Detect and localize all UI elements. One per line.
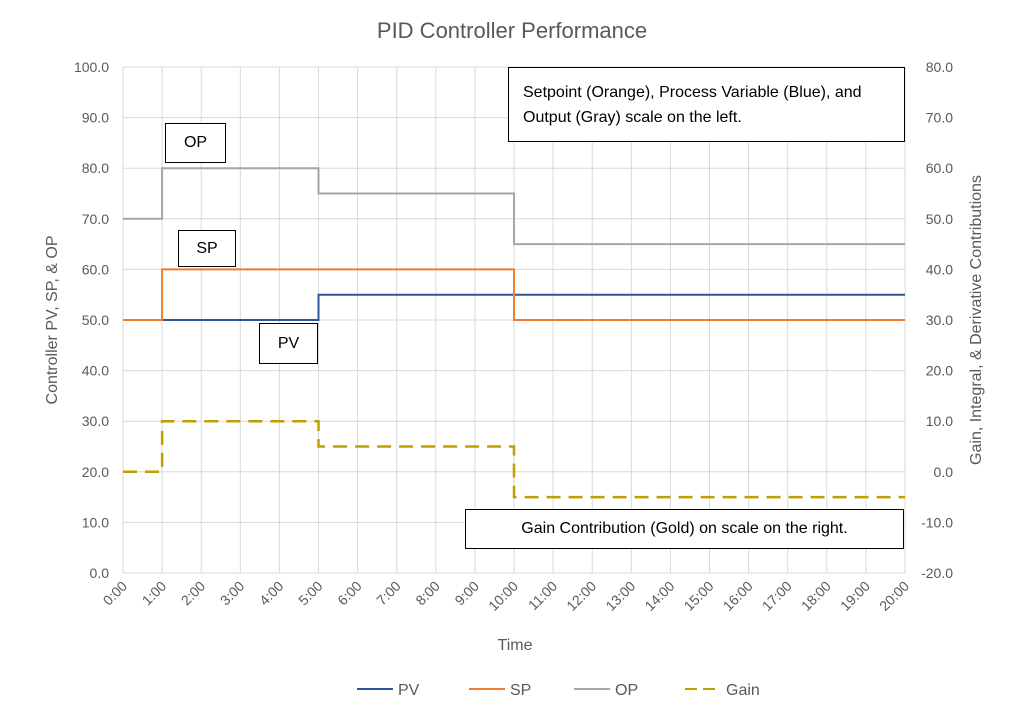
series-line-sp xyxy=(123,268,905,321)
x-tick-label: 6:00 xyxy=(334,578,365,609)
x-tick-label: 4:00 xyxy=(256,578,287,609)
x-tick-label: 10:00 xyxy=(485,578,521,614)
x-tick-label: 2:00 xyxy=(178,578,209,609)
annotation-pv: PV xyxy=(259,323,318,364)
y2-tick-label: 40.0 xyxy=(926,261,953,277)
x-tick-label: 3:00 xyxy=(217,578,248,609)
y2-axis-label: Gain, Integral, & Derivative Contributio… xyxy=(968,175,985,465)
y-tick-label: 0.0 xyxy=(90,565,110,581)
x-tick-label: 18:00 xyxy=(798,578,834,614)
x-tick-label: 7:00 xyxy=(373,578,404,609)
legend-label-gain: Gain xyxy=(726,682,760,699)
annotation-right-scale-note: Gain Contribution (Gold) on scale on the… xyxy=(465,509,904,549)
y-tick-label: 80.0 xyxy=(82,160,109,176)
annotation-sp: SP xyxy=(178,230,236,267)
series-line-gain xyxy=(123,419,905,499)
y-tick-label: 60.0 xyxy=(82,261,109,277)
y-tick-label: 70.0 xyxy=(82,211,109,227)
y2-tick-label: -10.0 xyxy=(921,514,953,530)
y-tick-label: 10.0 xyxy=(82,514,109,530)
chart-title: PID Controller Performance xyxy=(377,18,647,43)
legend-label-sp: SP xyxy=(510,682,531,699)
x-tick-label: 12:00 xyxy=(563,578,599,614)
x-tick-label: 16:00 xyxy=(720,578,756,614)
series-line-op xyxy=(123,167,905,246)
x-tick-label: 0:00 xyxy=(100,578,131,609)
y-tick-label: 90.0 xyxy=(82,110,109,126)
legend: PV SP OP Gain xyxy=(357,682,760,699)
x-tick-label: 13:00 xyxy=(602,578,638,614)
x-tick-label: 20:00 xyxy=(876,578,912,614)
legend-label-op: OP xyxy=(615,682,638,699)
x-axis-label: Time xyxy=(498,637,533,654)
series-line-pv xyxy=(123,293,905,321)
x-tick-label: 17:00 xyxy=(759,578,795,614)
y2-tick-label: 80.0 xyxy=(926,59,953,75)
x-tick-label: 15:00 xyxy=(681,578,717,614)
legend-label-pv: PV xyxy=(398,682,420,699)
y-tick-label: 100.0 xyxy=(74,59,109,75)
y2-tick-label: 70.0 xyxy=(926,110,953,126)
y2-tick-label: 50.0 xyxy=(926,211,953,227)
y2-tick-label: -20.0 xyxy=(921,565,953,581)
annotation-left-scale-note: Setpoint (Orange), Process Variable (Blu… xyxy=(508,67,905,142)
y2-tick-label: 20.0 xyxy=(926,363,953,379)
x-tick-label: 5:00 xyxy=(295,578,326,609)
y-tick-label: 40.0 xyxy=(82,363,109,379)
x-tick-label: 8:00 xyxy=(412,578,443,609)
y2-tick-label: 60.0 xyxy=(926,160,953,176)
x-tick-label: 9:00 xyxy=(451,578,482,609)
y2-tick-label: 30.0 xyxy=(926,312,953,328)
y-tick-label: 30.0 xyxy=(82,413,109,429)
x-tick-label: 19:00 xyxy=(837,578,873,614)
x-tick-label: 11:00 xyxy=(525,578,561,614)
x-tick-label: 14:00 xyxy=(641,578,677,614)
y2-tick-label: 10.0 xyxy=(926,413,953,429)
y-tick-label: 20.0 xyxy=(82,464,109,480)
series-group xyxy=(123,167,905,499)
y-tick-label: 50.0 xyxy=(82,312,109,328)
y2-tick-label: 0.0 xyxy=(934,464,954,480)
x-tick-label: 1:00 xyxy=(139,578,170,609)
annotation-op: OP xyxy=(165,123,226,163)
y-axis-label: Controller PV, SP, & OP xyxy=(44,236,61,405)
